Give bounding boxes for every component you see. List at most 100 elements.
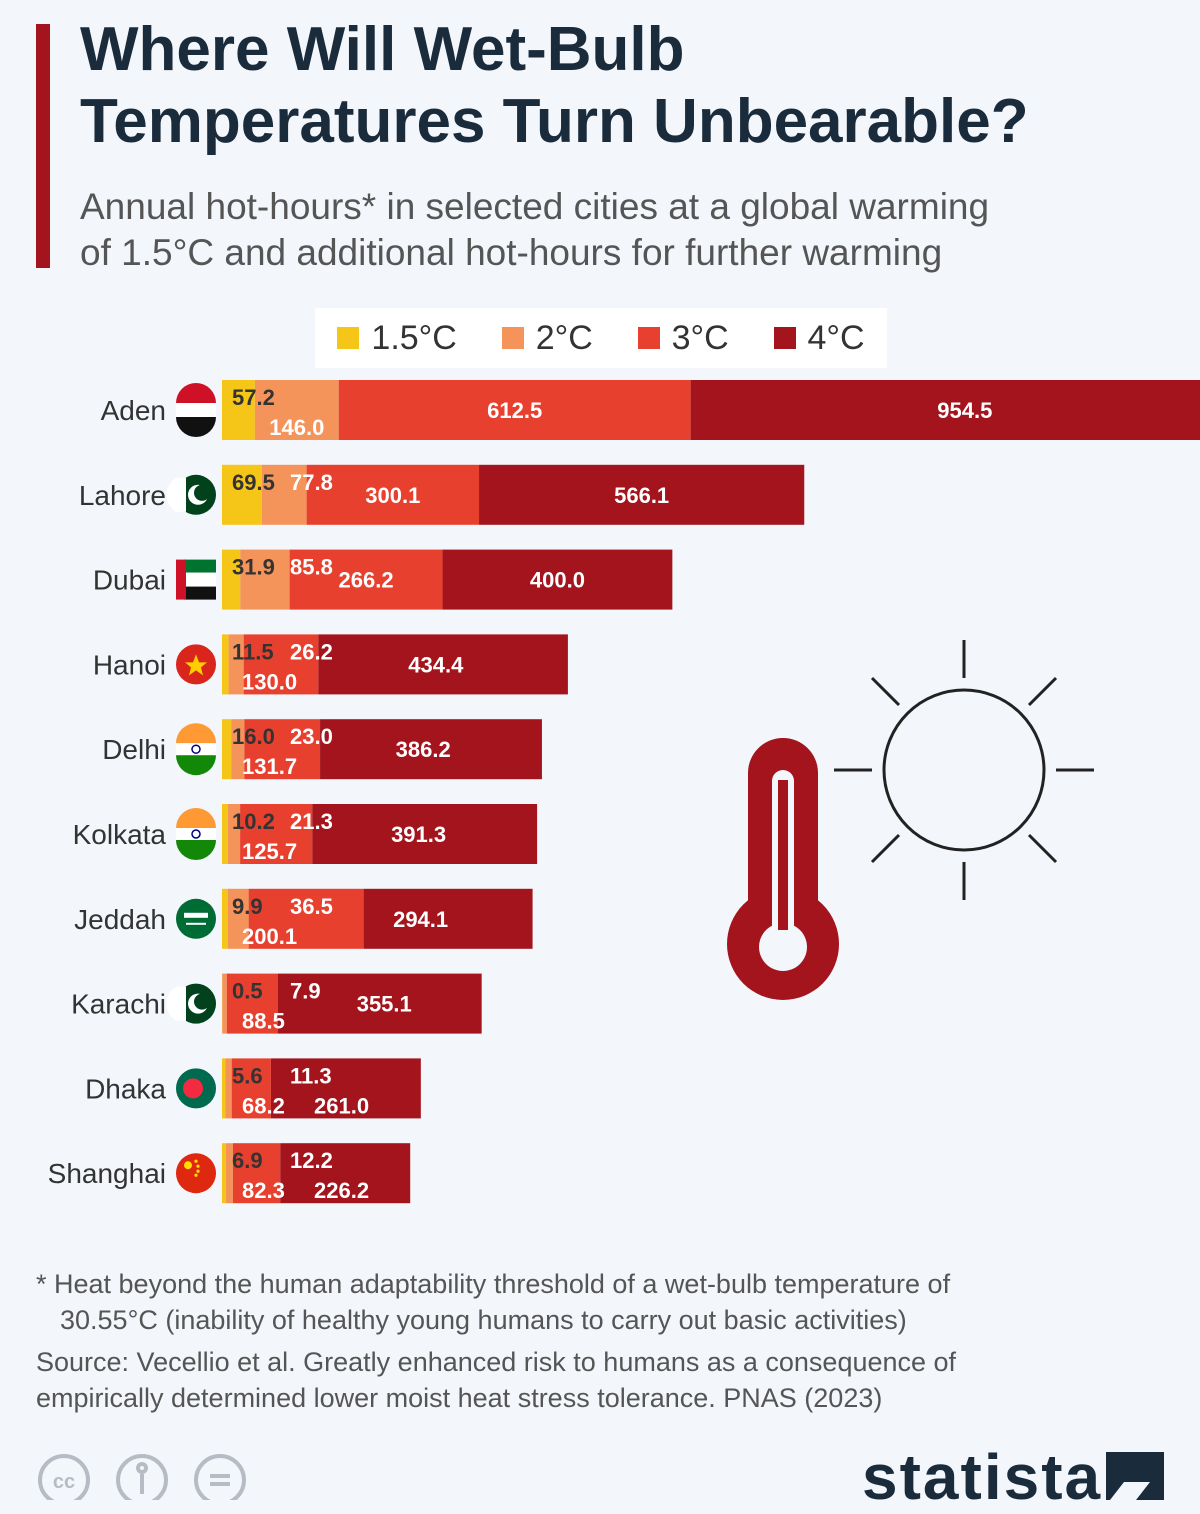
bar-row-kolkata: 10.2 21.3 125.7 391.3 Kolkata [73,804,538,864]
label-hanoi-1-5c: 11.5 [232,639,274,664]
bar-row-aden: 57.2 146.0 612.5 954.5 Aden [101,380,1200,440]
license-icons: cc [36,1452,246,1500]
city-label-karachi: Karachi [71,989,166,1020]
chart-subtitle: Annual hot-hours* in selected cities at … [80,184,1180,276]
city-label-aden: Aden [101,395,166,426]
label-delhi-1-5c: 16.0 [232,724,275,749]
label-shanghai-4c: 226.2 [314,1178,369,1203]
vietnam-flag-icon [176,644,216,684]
legend: 1.5°C 2°C 3°C 4°C [315,308,887,368]
source-note: Source: Vecellio et al. Greatly enhanced… [36,1344,1166,1416]
label-shanghai-2c: 12.2 [290,1148,333,1173]
bar-shanghai-1-5c [222,1143,226,1203]
label-kolkata-2c: 21.3 [290,809,333,834]
label-jeddah-2c: 36.5 [290,894,333,919]
legend-swatch-1-5c [337,327,359,349]
sun-ray-nw [872,678,899,705]
uae-flag-icon [176,560,216,600]
bangladesh-flag-icon [176,1068,216,1108]
legend-item-2c: 2°C [502,319,593,358]
label-aden-4c: 954.5 [937,398,992,423]
label-aden-2c: 146.0 [269,415,324,440]
legend-swatch-3c [638,327,660,349]
sun-disc [884,690,1044,850]
label-dhaka-2c: 11.3 [290,1063,332,1088]
bar-delhi-1-5c [222,719,231,779]
label-dubai-1-5c: 31.9 [232,555,275,580]
label-hanoi-3c: 130.0 [242,669,297,694]
footnote: * Heat beyond the human adaptability thr… [36,1266,1190,1338]
label-jeddah-4c: 294.1 [393,907,448,932]
legend-label-4c: 4°C [808,319,865,358]
statista-logo-icon [1100,1452,1164,1500]
pakistan-flag-icon [167,984,216,1024]
label-aden-1-5c: 57.2 [232,385,275,410]
india-flag-icon [176,723,216,775]
city-label-shanghai: Shanghai [48,1158,166,1189]
brand-logo: statista [862,1440,1102,1514]
title-line-1: Where Will Wet-Bulb [80,15,685,84]
legend-item-1-5c: 1.5°C [337,319,456,358]
legend-swatch-2c [502,327,524,349]
source-line-1: Source: Vecellio et al. Greatly enhanced… [36,1347,956,1377]
label-kolkata-3c: 125.7 [242,839,297,864]
label-delhi-2c: 23.0 [290,724,333,749]
bar-row-hanoi: 11.5 26.2 130.0 434.4 Hanoi [93,634,568,694]
city-label-hanoi: Hanoi [93,649,166,680]
label-hanoi-2c: 26.2 [290,639,333,664]
bar-row-shanghai: 6.9 12.282.3 226.2 Shanghai [48,1143,411,1203]
legend-label-2c: 2°C [536,319,593,358]
title-line-2: Temperatures Turn Unbearable? [80,87,1029,156]
label-jeddah-3c: 200.1 [242,924,297,949]
label-shanghai-1-5c: 6.9 [232,1148,263,1173]
india-flag-icon [176,808,216,860]
bar-jeddah-1-5c [222,889,228,949]
title-accent-bar [36,24,50,268]
thermometer-inner-bulb [759,923,807,971]
label-lahore-4c: 566.1 [614,483,669,508]
label-dhaka-4c: 261.0 [314,1093,369,1118]
label-dubai-4c: 400.0 [530,568,585,593]
sun-ray-sw [872,835,899,862]
label-karachi-1-5c: 0.5 [232,979,263,1004]
label-lahore-1-5c: 69.5 [232,470,275,495]
bar-kolkata-1-5c [222,804,228,864]
label-hanoi-4c: 434.4 [408,652,464,677]
subtitle-line-1: Annual hot-hours* in selected cities at … [80,186,989,227]
bar-chart: 57.2 146.0 612.5 954.5 Aden 69.5 77.8 300.1 566.… [0,370,1200,1250]
label-kolkata-1-5c: 10.2 [232,809,275,834]
pakistan-flag-icon [167,475,216,515]
label-karachi-4c: 355.1 [357,992,412,1017]
label-dubai-3c: 266.2 [339,568,394,593]
footnote-line-2: 30.55°C (inability of healthy young huma… [60,1305,907,1335]
city-label-kolkata: Kolkata [73,819,167,850]
label-dhaka-3c: 68.2 [242,1093,285,1118]
sun-icon [834,640,1094,900]
footnote-line-1: * Heat beyond the human adaptability thr… [36,1269,950,1299]
city-label-dubai: Dubai [93,565,166,596]
label-aden-3c: 612.5 [487,398,542,423]
city-label-dhaka: Dhaka [85,1073,166,1104]
chart-title: Where Will Wet-Bulb Temperatures Turn Un… [80,14,1190,158]
sun-ray-ne [1029,678,1056,705]
label-delhi-3c: 131.7 [242,754,297,779]
bars-layer: 57.2 146.0 612.5 954.5 Aden 69.5 77.8 300.1 566.… [48,380,1200,1203]
label-lahore-2c: 77.8 [290,470,333,495]
city-label-jeddah: Jeddah [74,904,166,935]
bar-dhaka-2c [225,1058,231,1118]
bar-dhaka-1-5c [222,1058,225,1118]
heat-illustration [727,640,1094,1000]
legend-label-1-5c: 1.5°C [371,319,456,358]
label-lahore-3c: 300.1 [365,483,420,508]
label-shanghai-3c: 82.3 [242,1178,285,1203]
label-karachi-2c: 7.9 [290,979,321,1004]
label-kolkata-4c: 391.3 [391,822,446,847]
label-karachi-3c: 88.5 [242,1009,285,1034]
yemen-flag-icon [176,383,216,437]
svg-text:cc: cc [53,1471,75,1493]
